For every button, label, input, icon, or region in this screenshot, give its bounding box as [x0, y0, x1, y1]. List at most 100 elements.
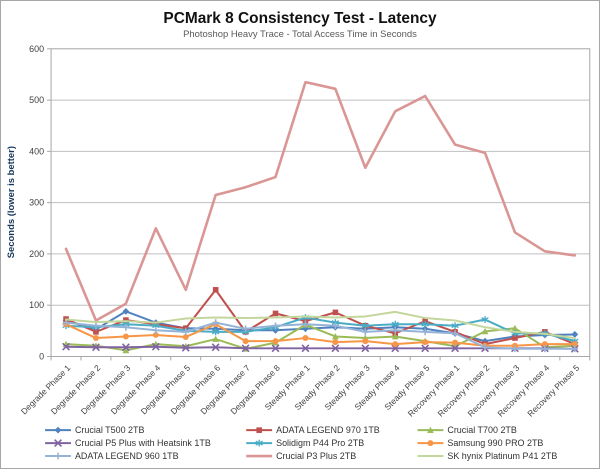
data-point-marker [541, 345, 549, 353]
data-point-marker [242, 338, 249, 345]
data-point-marker [512, 335, 518, 341]
data-point-marker [92, 335, 99, 342]
data-point-marker [301, 344, 310, 353]
x-marker-icon [54, 439, 62, 448]
data-point-marker [93, 329, 99, 335]
data-point-marker [451, 344, 460, 353]
legend-label: Samsung 990 PRO 2TB [447, 438, 543, 448]
data-point-marker [272, 310, 279, 317]
legend-item-adata-legend-960-1tb: ADATA LEGEND 960 1TB [45, 451, 179, 461]
data-point-marker [331, 333, 339, 340]
legend-item-crucial-p3-plus-2tb: Crucial P3 Plus 2TB [246, 451, 356, 461]
data-point-marker [92, 343, 100, 352]
x-category-label: Degrade Phase 1 [19, 363, 73, 417]
legend-item-adata-legend-970-1tb: ADATA LEGEND 970 1TB [246, 425, 380, 435]
y-tick-label: 300 [29, 198, 44, 208]
series-adata-legend-960-1tb [62, 319, 579, 353]
data-point-marker [332, 309, 339, 316]
data-point-marker [211, 328, 220, 336]
data-point-marker [452, 339, 459, 346]
data-point-marker [302, 335, 309, 342]
data-point-marker [123, 317, 129, 323]
data-point-marker [331, 322, 339, 330]
legend-item-samsung-990-pro-2tb: Samsung 990 PRO 2TB [417, 438, 543, 448]
data-point-marker [122, 346, 130, 354]
x-category-label: Recovery Phase 5 [525, 363, 581, 419]
triangle-marker-icon [427, 426, 434, 434]
legend-label: Crucial T700 2TB [447, 425, 517, 435]
data-point-marker [361, 328, 369, 336]
y-tick-label: 200 [29, 249, 44, 259]
legend-label: ADATA LEGEND 960 1TB [75, 451, 179, 461]
y-tick-label: 0 [39, 351, 44, 361]
data-point-marker [121, 343, 130, 352]
legend-label: Crucial P5 Plus with Heatsink 1TB [75, 438, 211, 448]
data-point-marker [212, 335, 220, 342]
data-point-marker [481, 343, 489, 351]
y-tick-label: 400 [29, 146, 44, 156]
data-point-marker [391, 333, 399, 340]
data-point-marker [421, 344, 430, 353]
data-point-marker [481, 316, 489, 323]
legend-label: ADATA LEGEND 970 1TB [276, 425, 380, 435]
series-sk-hynix-platinum-p41-2tb [65, 310, 576, 340]
data-point-marker [211, 343, 220, 352]
data-point-marker [122, 323, 130, 331]
legend-label: SK hynix Platinum P41 2TB [447, 451, 557, 461]
series-line-solidigm-p44-pro-2tb [65, 316, 576, 343]
data-point-marker [361, 322, 370, 330]
data-point-marker [511, 345, 519, 353]
data-point-marker [421, 320, 429, 328]
data-point-marker [122, 333, 129, 340]
data-point-marker [242, 325, 249, 333]
chart-title: PCMark 8 Consistency Test - Latency [163, 10, 437, 27]
data-point-marker [421, 328, 429, 336]
chart-subtitle: Photoshop Heavy Trace - Total Access Tim… [183, 29, 417, 40]
data-point-marker [391, 326, 399, 334]
data-point-marker [182, 328, 190, 336]
series-line-crucial-p3-plus-2tb [64, 80, 577, 322]
data-point-marker [181, 343, 190, 352]
legend: Crucial T500 2TB ADATA LEGEND 970 1TB Cruc… [45, 425, 557, 461]
series-line-crucial-t700-2tb [65, 323, 576, 352]
data-point-marker [152, 331, 159, 338]
data-point-marker [332, 339, 339, 346]
data-point-marker [571, 341, 578, 348]
x-category-label: Recovery Phase 1 [406, 363, 462, 419]
gridlines [50, 48, 591, 357]
legend-label: Solidigm P44 Pro 2TB [276, 438, 364, 448]
data-point-marker [451, 330, 459, 337]
data-point-marker [272, 338, 279, 345]
legend-item-crucial-t700-2tb: Crucial T700 2TB [417, 425, 517, 435]
y-tick-label: 500 [29, 95, 44, 105]
square-marker-icon [256, 427, 262, 433]
data-point-marker [122, 307, 130, 315]
chart-text: PCMark 8 Consistency Test - Latency Phot… [6, 10, 437, 258]
legend-label: Crucial T500 2TB [75, 425, 145, 435]
legend-item-solidigm-p44-pro-2tb: Solidigm P44 Pro 2TB [246, 438, 364, 448]
series-lines [62, 80, 579, 354]
legend-label: Crucial P3 Plus 2TB [276, 451, 356, 461]
x-category-label: Recovery Phase 3 [465, 363, 521, 419]
data-point-marker [151, 342, 160, 351]
data-point-marker [391, 320, 399, 328]
data-point-marker [152, 326, 160, 334]
data-point-marker [422, 339, 429, 346]
x-category-label: Recovery Phase 2 [435, 363, 491, 419]
data-point-marker [541, 341, 548, 348]
asterisk-marker-icon [255, 439, 263, 447]
data-point-marker [362, 338, 369, 345]
data-point-marker [92, 322, 100, 330]
x-category-label: Recovery Phase 4 [495, 363, 551, 419]
diamond-marker-icon [54, 426, 62, 434]
plus-marker-icon [54, 452, 62, 460]
series-line-sk-hynix-platinum-p41-2tb [65, 310, 576, 340]
data-point-marker [361, 344, 370, 353]
legend-item-sk-hynix-platinum-p41-2tb: SK hynix Platinum P41 2TB [417, 451, 557, 461]
data-point-marker [511, 324, 519, 332]
data-point-marker [481, 327, 489, 335]
circle-marker-icon [427, 440, 434, 447]
data-point-marker [62, 342, 70, 351]
